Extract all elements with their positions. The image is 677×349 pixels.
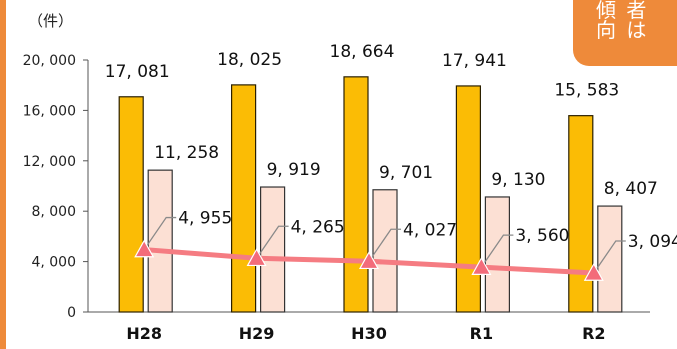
data-label-series2: 9, 130 [491, 170, 545, 190]
bar-series1 [568, 115, 594, 313]
corner-tab [573, 0, 677, 66]
y-tick-label: 12, 000 [23, 154, 76, 170]
data-label-series3: 4, 027 [403, 220, 457, 240]
y-tick-label: 20, 000 [23, 53, 76, 69]
data-label-series2: 9, 701 [379, 163, 433, 183]
line-marker [246, 248, 267, 267]
data-label-series1: 18, 664 [330, 42, 395, 62]
bar-series2 [147, 169, 173, 313]
line-marker [134, 239, 155, 258]
line-marker [471, 256, 492, 275]
x-tick-label: H29 [239, 324, 275, 343]
data-label-series3: 4, 955 [178, 209, 232, 229]
x-tick-label: R2 [582, 324, 605, 343]
bar-series1 [231, 84, 257, 313]
data-label-series1: 15, 583 [554, 81, 619, 101]
left-accent-bar [0, 0, 6, 349]
leader-line [368, 228, 401, 262]
bar-series2 [372, 189, 398, 313]
data-label-series3: 3, 560 [515, 226, 569, 246]
line-marker [583, 262, 604, 281]
data-label-series2: 9, 919 [267, 160, 321, 180]
x-tick-label: H30 [351, 324, 387, 343]
leader-line [143, 216, 177, 250]
axes-group: 0 4, 000 8, 000 12, 000 16, 000 20, 000 H28 H29… [23, 53, 650, 343]
data-label-series1: 17, 941 [442, 51, 507, 71]
data-label-series1: 17, 081 [105, 62, 170, 82]
leader-line [593, 240, 626, 274]
bars-group [118, 76, 623, 313]
line-group [134, 216, 626, 281]
line-marker [358, 251, 380, 270]
data-label-series2: 11, 258 [154, 143, 219, 163]
y-tick-label: 0 [67, 305, 76, 321]
y-tick-label: 8, 000 [31, 204, 76, 220]
data-labels-group: 17, 081 18, 025 18, 664 17, 941 15, 583 11, 2… [105, 42, 677, 252]
bar-series1 [118, 96, 144, 313]
y-tick-label: 16, 000 [23, 103, 76, 119]
leader-line [256, 225, 289, 259]
data-label-series2: 8, 407 [604, 179, 658, 199]
y-tick-label: 4, 000 [31, 255, 76, 271]
bar-series1 [343, 76, 369, 313]
x-tick-label: R1 [470, 324, 493, 343]
unit-label: （件） [28, 12, 73, 30]
data-label-series1: 18, 025 [217, 50, 282, 70]
corner-tab-text: 傾 者 向 は [596, 0, 649, 42]
bar-series2 [597, 205, 623, 313]
leader-line [480, 234, 514, 268]
data-label-series3: 4, 265 [291, 217, 345, 237]
bar-series1 [455, 85, 481, 313]
data-label-series3: 3, 094 [628, 232, 677, 252]
x-tick-label: H28 [126, 324, 162, 343]
bar-series2 [484, 196, 510, 313]
bar-series2 [260, 186, 286, 313]
